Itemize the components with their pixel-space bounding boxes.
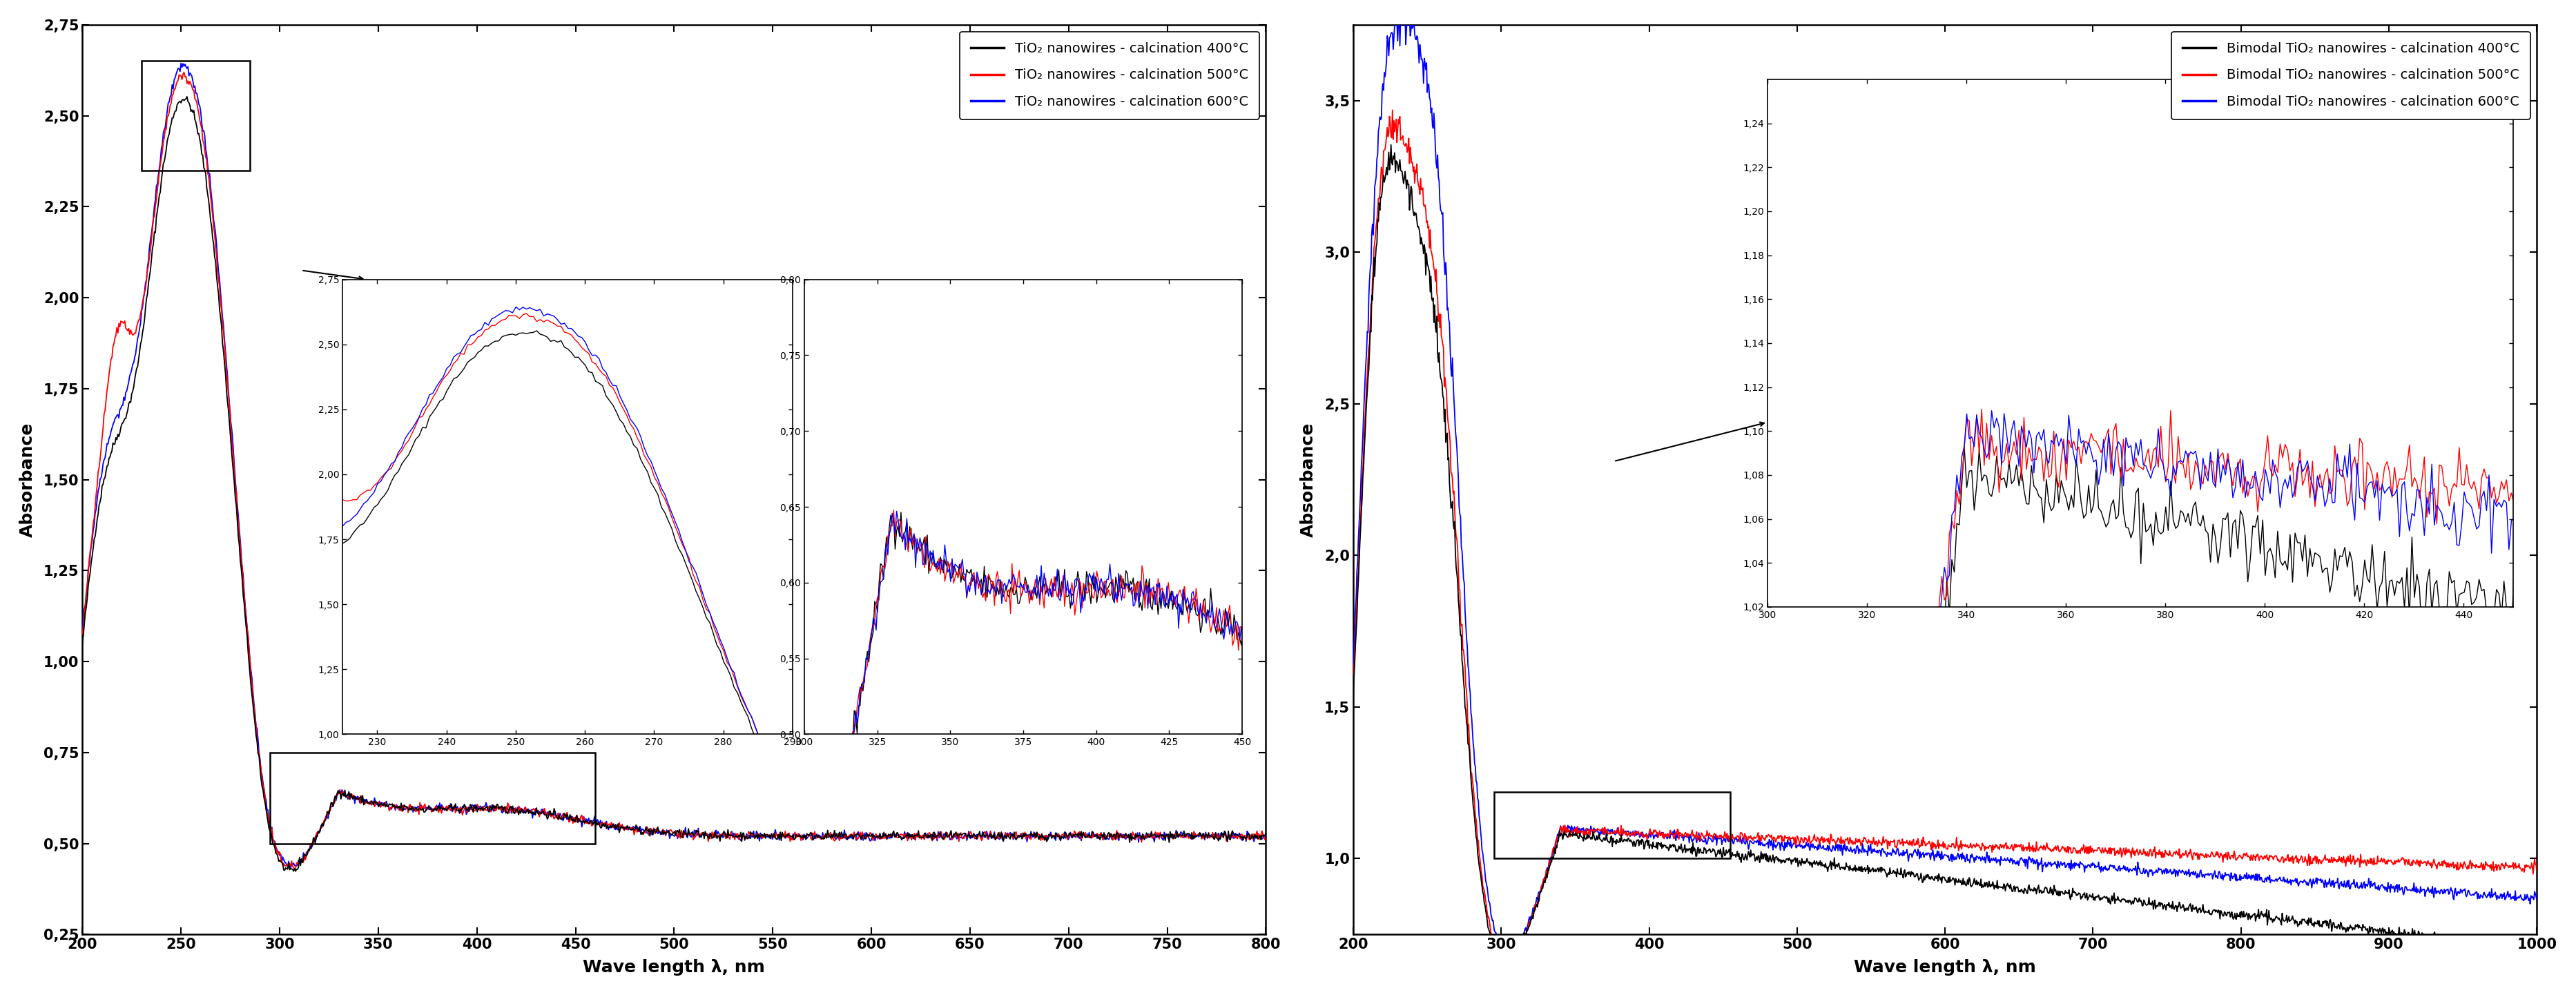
Legend: TiO₂ nanowires - calcination 400°C, TiO₂ nanowires - calcination 500°C, TiO₂ nan: TiO₂ nanowires - calcination 400°C, TiO₂… [961,32,1260,119]
Y-axis label: Absorbance: Absorbance [1301,422,1316,537]
Bar [1494,792,1731,859]
X-axis label: Wave length λ, nm: Wave length λ, nm [582,959,765,976]
Bar [142,61,250,170]
Legend: Bimodal TiO₂ nanowires - calcination 400°C, Bimodal TiO₂ nanowires - calcination: Bimodal TiO₂ nanowires - calcination 400… [2172,32,2530,119]
Bar [270,752,595,844]
X-axis label: Wave length λ, nm: Wave length λ, nm [1855,959,2035,976]
Y-axis label: Absorbance: Absorbance [18,422,36,537]
